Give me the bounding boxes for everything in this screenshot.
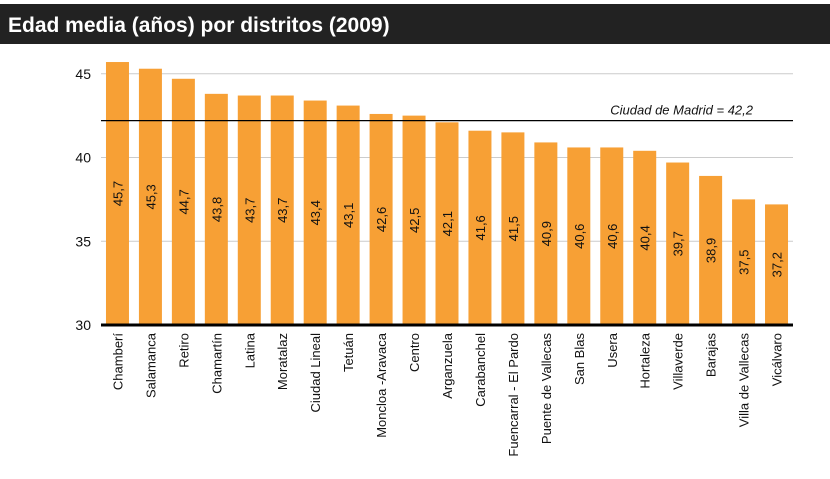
x-tick-label: Usera	[605, 332, 620, 367]
x-tick-label: Fuencarral - El Pardo	[506, 333, 521, 457]
x-tick-label: Moratalaz	[275, 333, 290, 390]
bar	[699, 175, 723, 325]
bar	[105, 62, 129, 326]
value-label: 40,9	[539, 221, 554, 246]
value-label: 40,4	[638, 225, 653, 250]
bar	[765, 204, 789, 325]
x-tick-label: Moncloa -Aravaca	[374, 332, 389, 438]
x-tick-label: Hortaleza	[638, 332, 653, 388]
x-tick-label: Retiro	[176, 333, 191, 368]
x-tick-label: Arganzuela	[440, 332, 455, 399]
value-label: 42,6	[374, 207, 389, 232]
value-label: 43,7	[275, 198, 290, 223]
x-tick-label: Centro	[407, 333, 422, 372]
chart-title: Edad media (años) por distritos (2009)	[8, 14, 390, 37]
bar	[204, 93, 228, 325]
x-tick-label: Chamberí	[110, 333, 125, 390]
bar	[171, 78, 195, 326]
value-label: 39,7	[671, 231, 686, 256]
value-label: 43,1	[341, 203, 356, 228]
x-tick-label: Ciudad Lineal	[308, 333, 323, 413]
bar	[633, 150, 657, 325]
bar	[600, 147, 624, 325]
bar	[468, 130, 492, 325]
x-tick-label: Villaverde	[671, 333, 686, 390]
x-tick-label: Salamanca	[143, 332, 158, 398]
y-tick-label: 45	[75, 66, 91, 82]
x-tick-label: Carabanchel	[473, 333, 488, 407]
x-tick-label: Villa de Vallecas	[737, 333, 752, 428]
x-tick-label: Puente de Vallecas	[539, 333, 554, 445]
x-tick-label: Tetuán	[341, 333, 356, 372]
bar	[336, 105, 360, 325]
value-label: 42,1	[440, 211, 455, 236]
x-tick-label: Vicálvaro	[770, 333, 785, 386]
bar	[732, 199, 756, 325]
value-label: 42,5	[407, 208, 422, 233]
bar	[303, 100, 327, 325]
bar	[534, 142, 558, 325]
reference-label: Ciudad de Madrid = 42,2	[610, 103, 754, 118]
value-label: 38,9	[704, 238, 719, 263]
bar	[435, 122, 459, 325]
value-label: 43,7	[242, 198, 257, 223]
bar	[237, 95, 261, 326]
value-label: 41,5	[506, 216, 521, 241]
value-label: 40,6	[605, 224, 620, 249]
bar	[138, 68, 162, 325]
value-label: 45,3	[143, 184, 158, 209]
x-tick-label: Chamartín	[209, 333, 224, 394]
value-label: 40,6	[572, 224, 587, 249]
x-tick-label: Latina	[242, 332, 257, 368]
value-label: 37,2	[770, 252, 785, 277]
value-label: 43,8	[209, 197, 224, 222]
value-label: 41,6	[473, 215, 488, 240]
bar	[501, 132, 525, 325]
y-tick-label: 30	[75, 317, 91, 333]
value-label: 44,7	[176, 189, 191, 214]
bar	[666, 162, 690, 325]
x-tick-label: San Blas	[572, 333, 587, 386]
title-bar	[0, 4, 830, 44]
bar	[402, 115, 426, 325]
bar	[369, 113, 393, 325]
value-label: 45,7	[110, 181, 125, 206]
bar	[270, 95, 294, 326]
x-tick-label: Barajas	[704, 333, 719, 378]
y-tick-label: 40	[75, 150, 91, 166]
bar	[567, 147, 591, 325]
y-tick-label: 35	[75, 233, 91, 249]
value-label: 43,4	[308, 200, 323, 225]
value-label: 37,5	[737, 250, 752, 275]
